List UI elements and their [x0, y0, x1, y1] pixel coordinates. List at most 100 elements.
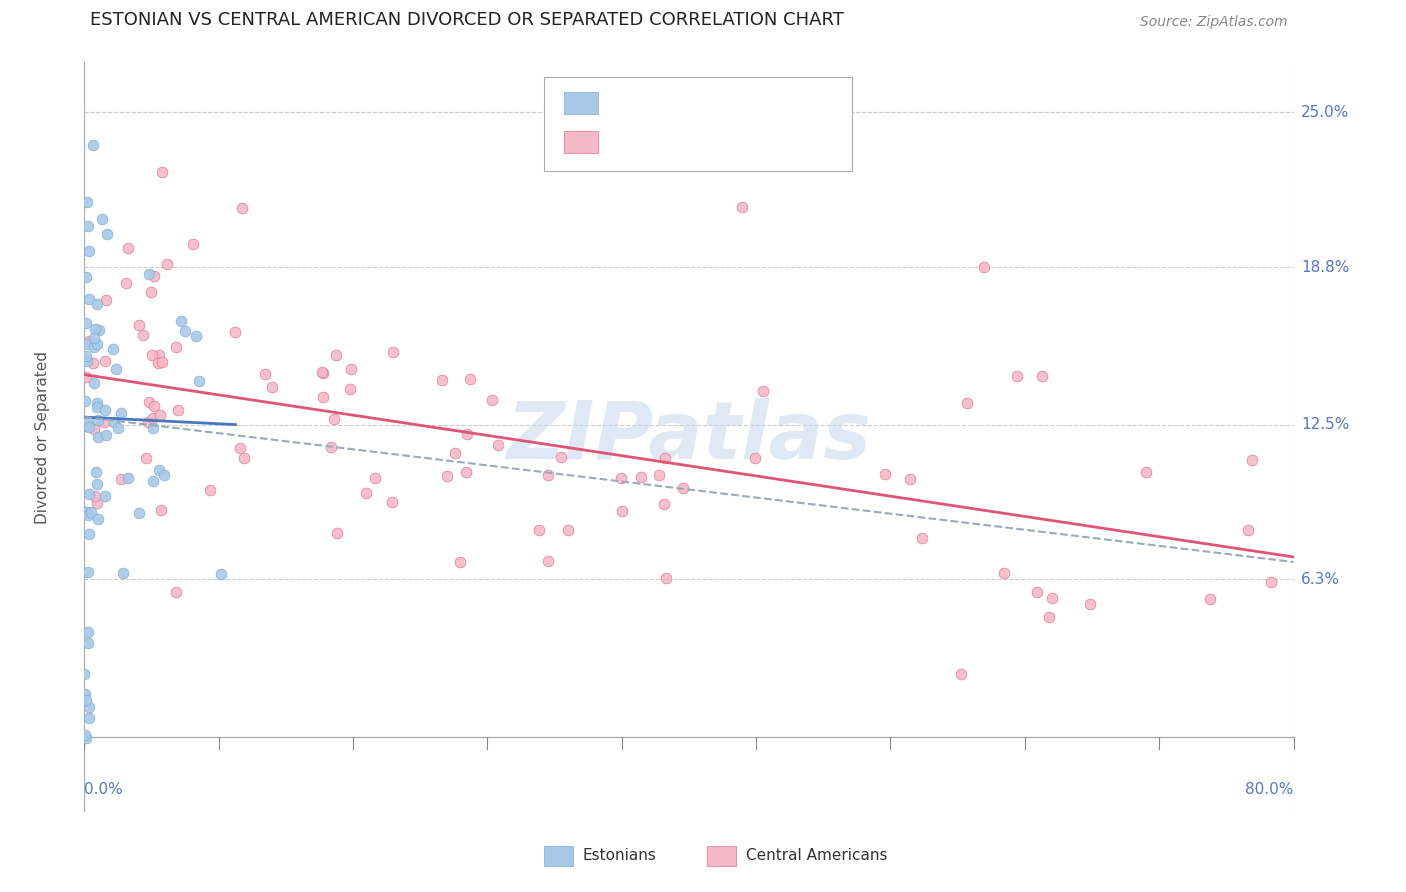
Point	[323, 412, 346, 426]
Point	[911, 531, 934, 545]
Point	[86, 336, 108, 351]
Point	[231, 202, 253, 216]
Text: 80.0%: 80.0%	[1246, 781, 1294, 797]
Point	[76, 565, 98, 579]
Point	[187, 374, 209, 388]
Point	[117, 471, 139, 485]
Text: Divorced or Separated: Divorced or Separated	[35, 351, 49, 524]
Point	[550, 450, 572, 464]
Point	[339, 362, 361, 376]
Point	[87, 413, 110, 427]
Point	[75, 693, 97, 707]
Point	[319, 440, 342, 454]
Text: R = -0.487: R = -0.487	[613, 134, 699, 149]
Point	[148, 348, 170, 362]
Point	[148, 463, 170, 477]
Point	[993, 566, 1015, 580]
Text: 12.5%: 12.5%	[1301, 417, 1350, 432]
Point	[652, 498, 675, 512]
Point	[96, 227, 118, 242]
Point	[141, 348, 163, 362]
Point	[77, 711, 100, 725]
FancyBboxPatch shape	[544, 78, 852, 171]
Point	[671, 481, 693, 495]
Point	[89, 322, 111, 336]
Point	[1031, 369, 1053, 384]
Point	[143, 400, 166, 414]
Point	[115, 276, 138, 290]
Point	[1135, 465, 1157, 479]
Text: 18.8%: 18.8%	[1301, 260, 1350, 275]
Text: Estonians: Estonians	[582, 848, 657, 863]
Point	[150, 503, 173, 517]
Point	[325, 525, 347, 540]
Point	[75, 731, 97, 746]
Point	[198, 483, 221, 497]
Point	[150, 355, 173, 369]
Point	[1038, 610, 1060, 624]
Text: R = -0.025: R = -0.025	[613, 95, 699, 110]
Point	[1237, 524, 1260, 538]
Point	[166, 402, 188, 417]
Point	[76, 636, 98, 650]
Point	[744, 451, 766, 466]
Point	[76, 418, 98, 433]
Point	[1040, 591, 1063, 606]
Point	[138, 268, 160, 282]
Point	[141, 421, 163, 435]
Text: 25.0%: 25.0%	[1301, 105, 1350, 120]
Point	[83, 331, 105, 345]
Point	[184, 329, 207, 343]
Point	[444, 446, 467, 460]
Point	[648, 467, 671, 482]
Point	[450, 555, 472, 569]
Point	[1080, 597, 1102, 611]
Point	[900, 472, 922, 486]
Point	[73, 667, 96, 681]
Point	[84, 466, 107, 480]
Point	[181, 237, 204, 252]
Point	[260, 380, 283, 394]
Point	[76, 505, 98, 519]
Point	[458, 372, 481, 386]
Point	[654, 571, 676, 585]
Text: 6.3%: 6.3%	[1301, 572, 1340, 587]
Point	[76, 354, 98, 368]
Point	[80, 505, 103, 519]
Point	[1025, 585, 1047, 599]
Point	[86, 496, 108, 510]
Point	[86, 400, 108, 414]
Point	[1005, 369, 1028, 384]
Point	[312, 366, 335, 380]
Point	[77, 508, 100, 523]
Point	[77, 334, 100, 348]
Point	[75, 316, 97, 330]
Point	[752, 384, 775, 398]
Point	[630, 470, 652, 484]
Point	[381, 495, 404, 509]
Point	[83, 422, 105, 436]
Point	[152, 165, 174, 179]
Point	[146, 356, 169, 370]
Point	[170, 313, 193, 327]
Text: ESTONIAN VS CENTRAL AMERICAN DIVORCED OR SEPARATED CORRELATION CHART: ESTONIAN VS CENTRAL AMERICAN DIVORCED OR…	[90, 11, 844, 29]
Point	[436, 468, 458, 483]
Point	[536, 467, 558, 482]
Point	[104, 362, 127, 376]
Point	[141, 285, 163, 300]
Text: Central Americans: Central Americans	[745, 848, 887, 863]
Point	[93, 403, 115, 417]
Point	[84, 489, 107, 503]
Point	[86, 297, 108, 311]
Point	[91, 211, 114, 226]
Point	[73, 505, 96, 519]
Point	[149, 408, 172, 422]
Point	[77, 336, 100, 351]
Point	[103, 415, 125, 429]
Point	[165, 585, 187, 599]
Point	[481, 393, 503, 408]
Point	[973, 260, 995, 275]
Point	[87, 512, 110, 526]
Point	[75, 728, 97, 742]
Point	[136, 415, 159, 429]
